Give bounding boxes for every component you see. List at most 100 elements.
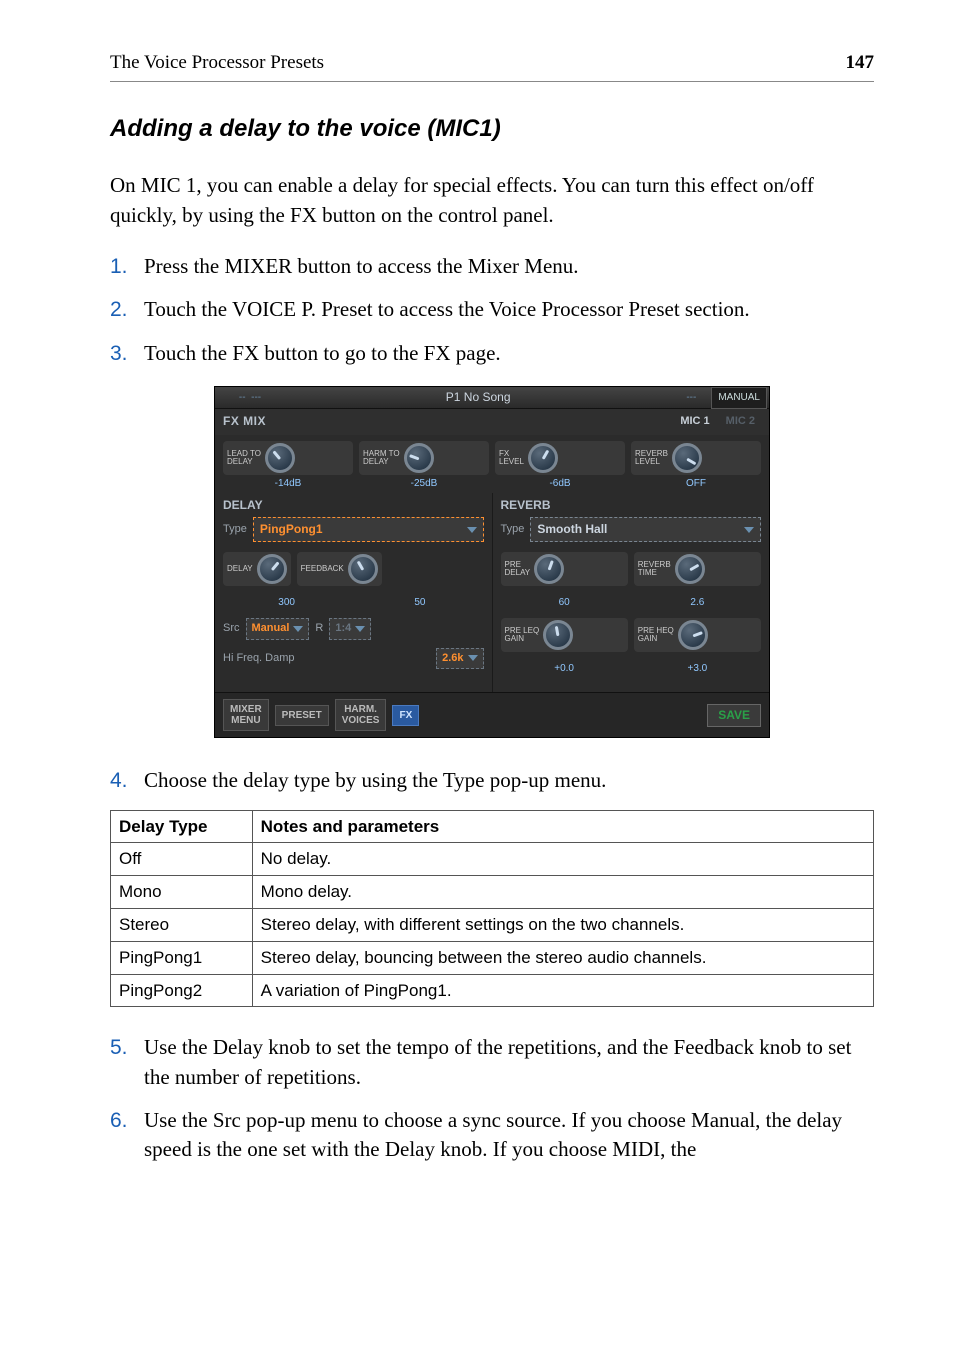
- reverb-type-select[interactable]: Smooth Hall: [530, 517, 761, 542]
- cell: Stereo delay, with different settings on…: [252, 908, 873, 941]
- src-row: Src Manual R 1:4: [223, 618, 484, 639]
- preheq-value: +3.0: [634, 662, 761, 676]
- mic-tabs: MIC 1 MIC 2: [674, 412, 761, 431]
- knob-value: OFF: [631, 477, 761, 491]
- knob-label: REVERBLEVEL: [635, 450, 668, 466]
- delay-values-row: 300 50: [223, 594, 484, 610]
- table-header-row: Delay Type Notes and parameters: [111, 810, 874, 843]
- titlebar-dashes-right: ---: [671, 391, 711, 405]
- knob-label: PRE LEQGAIN: [505, 627, 540, 643]
- intro-paragraph: On MIC 1, you can enable a delay for spe…: [110, 171, 874, 230]
- tab-mic1[interactable]: MIC 1: [674, 412, 715, 431]
- knob-icon[interactable]: [528, 443, 558, 473]
- step-text: Choose the delay type by using the Type …: [144, 766, 606, 795]
- table-header: Notes and parameters: [252, 810, 873, 843]
- cell: Mono: [111, 876, 253, 909]
- fx-button[interactable]: FX: [392, 705, 419, 726]
- steps-list-bottom: 5.Use the Delay knob to set the tempo of…: [110, 1033, 874, 1165]
- step-item: 2.Touch the VOICE P. Preset to access th…: [110, 295, 874, 324]
- titlebar: -- --- P1 No Song --- MANUAL: [215, 387, 769, 409]
- step4-list: 4. Choose the delay type by using the Typ…: [110, 766, 874, 795]
- step-number: 5.: [110, 1033, 132, 1092]
- knob-label: REVERBTIME: [638, 561, 671, 577]
- knob-value: -6dB: [495, 477, 625, 491]
- knob-icon[interactable]: [534, 554, 564, 584]
- preset-button[interactable]: PRESET: [275, 705, 329, 726]
- cell: Off: [111, 843, 253, 876]
- cell: Stereo: [111, 908, 253, 941]
- knob-label: PREDELAY: [505, 561, 531, 577]
- table-header: Delay Type: [111, 810, 253, 843]
- knob-icon[interactable]: [257, 554, 287, 584]
- r-value: 1:4: [335, 621, 351, 636]
- reverb-knobs-row2: PRE LEQGAIN PRE HEQGAIN: [501, 618, 762, 652]
- src-value: Manual: [252, 621, 290, 636]
- step-number: 6.: [110, 1106, 132, 1165]
- knob-harmto-delay[interactable]: HARM TODELAY -25dB: [359, 441, 489, 491]
- knob-label: LEAD TODELAY: [227, 450, 261, 466]
- song-title: P1 No Song: [285, 389, 671, 406]
- knob-fx-level[interactable]: FXLEVEL -6dB: [495, 441, 625, 491]
- step-text: Press the MIXER button to access the Mix…: [144, 252, 579, 281]
- cell: No delay.: [252, 843, 873, 876]
- knob-reverbtime[interactable]: REVERBTIME: [634, 552, 761, 586]
- knob-value: -14dB: [223, 477, 353, 491]
- cell: Mono delay.: [252, 876, 873, 909]
- knob-icon[interactable]: [672, 443, 702, 473]
- table-row: StereoStereo delay, with different setti…: [111, 908, 874, 941]
- knob-predelay[interactable]: PREDELAY: [501, 552, 628, 586]
- delay-panel: DELAY Type PingPong1 DELAY FEEDBACK 300 …: [215, 493, 492, 693]
- reverb-panel: REVERB Type Smooth Hall PREDELAY REVERBT…: [492, 493, 770, 693]
- table-row: OffNo delay.: [111, 843, 874, 876]
- delay-type-row: Type PingPong1: [223, 517, 484, 542]
- knob-icon[interactable]: [675, 554, 705, 584]
- knob-icon[interactable]: [348, 554, 378, 584]
- knob-icon[interactable]: [265, 443, 295, 473]
- delay-reverb-split: DELAY Type PingPong1 DELAY FEEDBACK 300 …: [215, 493, 769, 693]
- src-select[interactable]: Manual: [246, 618, 310, 639]
- r-select[interactable]: 1:4: [329, 618, 371, 639]
- preleq-value: +0.0: [501, 662, 628, 676]
- harm-voices-button[interactable]: HARM.VOICES: [335, 699, 387, 731]
- src-label: Src: [223, 621, 240, 636]
- knob-preheq[interactable]: PRE HEQGAIN: [634, 618, 761, 652]
- save-button[interactable]: SAVE: [707, 704, 761, 727]
- page-number: 147: [846, 50, 875, 77]
- table-row: PingPong1Stereo delay, bouncing between …: [111, 941, 874, 974]
- cell: A variation of PingPong1.: [252, 974, 873, 1007]
- step-number: 4.: [110, 766, 132, 795]
- hf-select[interactable]: 2.6k: [436, 648, 483, 669]
- delay-value: 300: [223, 596, 350, 610]
- knob-icon[interactable]: [678, 620, 708, 650]
- knob-delay[interactable]: DELAY: [223, 552, 291, 586]
- knob-leadto-delay[interactable]: LEAD TODELAY -14dB: [223, 441, 353, 491]
- r-label: R: [315, 621, 323, 636]
- section-title: Adding a delay to the voice (MIC1): [110, 112, 874, 146]
- device-panel: -- --- P1 No Song --- MANUAL FX MIX MIC …: [214, 386, 770, 738]
- type-label: Type: [501, 522, 525, 537]
- chevron-down-icon: [468, 655, 478, 661]
- steps-list-top: 1.Press the MIXER button to access the M…: [110, 252, 874, 368]
- hf-row: Hi Freq. Damp 2.6k: [223, 648, 484, 669]
- knob-feedback[interactable]: FEEDBACK: [297, 552, 382, 586]
- page-header: The Voice Processor Presets 147: [110, 50, 874, 82]
- step-text: Touch the FX button to go to the FX page…: [144, 339, 501, 368]
- knob-preleq[interactable]: PRE LEQGAIN: [501, 618, 628, 652]
- feedback-value: 50: [356, 596, 483, 610]
- reverb-title: REVERB: [501, 497, 762, 514]
- knob-label: FXLEVEL: [499, 450, 524, 466]
- knob-icon[interactable]: [543, 620, 573, 650]
- tab-mic2[interactable]: MIC 2: [720, 412, 761, 431]
- cell: PingPong1: [111, 941, 253, 974]
- type-value: Smooth Hall: [537, 521, 607, 538]
- knob-reverb-level[interactable]: REVERBLEVEL OFF: [631, 441, 761, 491]
- knob-value: -25dB: [359, 477, 489, 491]
- mixer-menu-button[interactable]: MIXERMENU: [223, 699, 269, 731]
- table-row: MonoMono delay.: [111, 876, 874, 909]
- reverb-values2: +0.0 +3.0: [501, 660, 762, 676]
- step-text: Touch the VOICE P. Preset to access the …: [144, 295, 750, 324]
- device-screenshot: -- --- P1 No Song --- MANUAL FX MIX MIC …: [110, 386, 874, 738]
- knob-label: FEEDBACK: [301, 565, 344, 573]
- delay-type-select[interactable]: PingPong1: [253, 517, 484, 542]
- knob-icon[interactable]: [404, 443, 434, 473]
